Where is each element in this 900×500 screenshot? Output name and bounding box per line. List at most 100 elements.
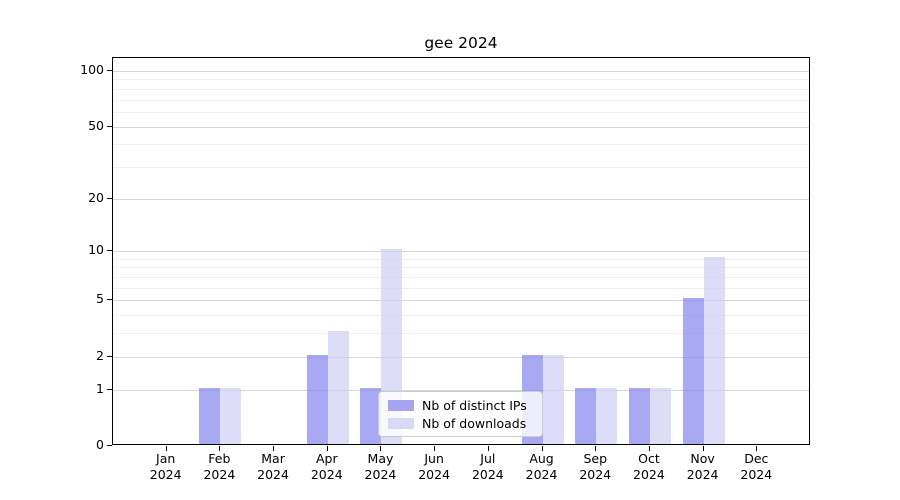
x-tick-mark-apr [326,446,328,451]
x-label-year: 2024 [203,467,236,482]
x-tick-label-jun: Jun 2024 [402,451,466,483]
x-tick-mark-jun [434,446,436,451]
x-tick-label-oct: Oct 2024 [617,451,681,483]
y-tick-mark-50 [107,125,112,127]
x-tick-label-jan: Jan 2024 [134,451,198,483]
x-tick-mark-jul [487,446,489,451]
x-label-month: Sep [583,451,607,466]
x-label-month: Nov [690,451,715,466]
x-tick-label-sep: Sep 2024 [563,451,627,483]
x-label-year: 2024 [257,467,289,482]
x-label-year: 2024 [525,467,558,482]
gridline-minor-90 [113,79,809,81]
gridline-major-1 [113,389,809,391]
x-label-month: Dec [744,451,769,466]
x-label-year: 2024 [740,467,773,482]
y-tick-mark-0 [107,445,112,446]
y-tick-mark-20 [107,197,112,199]
x-tick-mark-oct [648,446,650,451]
bar-distinct-ips-feb [199,387,221,444]
chart-title: gee 2024 [424,34,498,52]
x-tick-label-jul: Jul 2024 [456,451,520,483]
x-label-year: 2024 [579,467,612,482]
gridline-minor-60 [113,111,809,113]
x-tick-mark-jan [165,446,167,451]
bar-downloads-feb [220,387,242,444]
gridline-minor-40 [113,144,809,146]
x-label-year: 2024 [686,467,719,482]
legend-label-distinct-ips: Nb of distinct IPs [422,398,527,413]
gridline-major-10 [113,251,809,253]
x-label-month: Jan [156,451,176,466]
y-tick-label-20: 20 [88,189,104,205]
gridline-minor-8 [113,267,809,269]
x-tick-mark-may [380,446,382,451]
x-tick-mark-aug [541,446,543,451]
y-tick-mark-100 [107,69,112,71]
gridline-major-20 [113,198,809,200]
x-label-month: May [367,451,394,466]
gridline-minor-70 [113,99,809,101]
x-tick-label-may: May 2024 [348,451,412,483]
x-label-month: Jun [424,451,444,466]
x-tick-mark-sep [595,446,597,451]
x-label-month: Oct [638,451,660,466]
bar-downloads-apr [327,331,349,444]
y-tick-mark-10 [107,250,112,252]
y-tick-label-100: 100 [80,61,104,77]
gridline-minor-6 [113,287,809,289]
x-label-month: Apr [315,451,338,466]
bar-downloads-oct [649,387,671,444]
y-tick-mark-1 [107,388,112,390]
gridline-major-100 [113,70,809,72]
legend-swatch-downloads [388,418,414,429]
legend-swatch-distinct-ips [388,400,414,411]
x-tick-mark-dec [756,446,758,451]
x-label-month: Feb [208,451,231,466]
x-label-year: 2024 [418,467,451,482]
bar-distinct-ips-apr [306,354,328,444]
x-tick-mark-feb [219,446,221,451]
y-tick-label-1: 1 [96,380,104,396]
legend-item-downloads: Nb of downloads [388,416,533,431]
x-tick-label-nov: Nov 2024 [671,451,735,483]
gridline-minor-80 [113,88,809,90]
x-label-month: Jul [480,451,496,466]
gridline-major-2 [113,356,809,358]
gridline-minor-7 [113,277,809,279]
y-tick-mark-2 [107,355,112,357]
y-tick-label-0: 0 [96,437,104,452]
x-tick-mark-nov [702,446,704,451]
y-tick-label-10: 10 [88,242,104,258]
x-tick-label-aug: Aug 2024 [510,451,574,483]
bar-distinct-ips-oct [628,387,650,444]
x-tick-label-feb: Feb 2024 [187,451,251,483]
gridline-minor-30 [113,166,809,168]
legend: Nb of distinct IPs Nb of downloads [378,391,543,437]
x-label-year: 2024 [633,467,665,482]
x-label-year: 2024 [310,467,343,482]
gridline-minor-3 [113,333,809,335]
gridline-minor-9 [113,258,809,260]
gridline-minor-4 [113,315,809,317]
bar-distinct-ips-sep [575,387,597,444]
y-tick-label-5: 5 [96,291,104,307]
bar-downloads-aug [542,354,564,444]
x-label-year: 2024 [471,467,504,482]
bar-distinct-ips-nov [682,298,704,444]
legend-label-downloads: Nb of downloads [422,416,527,431]
x-label-year: 2024 [149,467,182,482]
y-tick-label-50: 50 [88,117,104,133]
gridline-major-5 [113,300,809,302]
legend-item-distinct-ips: Nb of distinct IPs [388,398,533,413]
x-tick-mark-mar [273,446,275,451]
bar-distinct-ips-may [360,387,382,444]
y-tick-mark-5 [107,299,112,301]
x-tick-label-mar: Mar 2024 [241,451,305,483]
x-tick-label-dec: Dec 2024 [724,451,788,483]
bar-downloads-sep [596,387,618,444]
plot-area [112,57,810,445]
gridline-major-50 [113,126,809,128]
x-label-month: Aug [529,451,554,466]
